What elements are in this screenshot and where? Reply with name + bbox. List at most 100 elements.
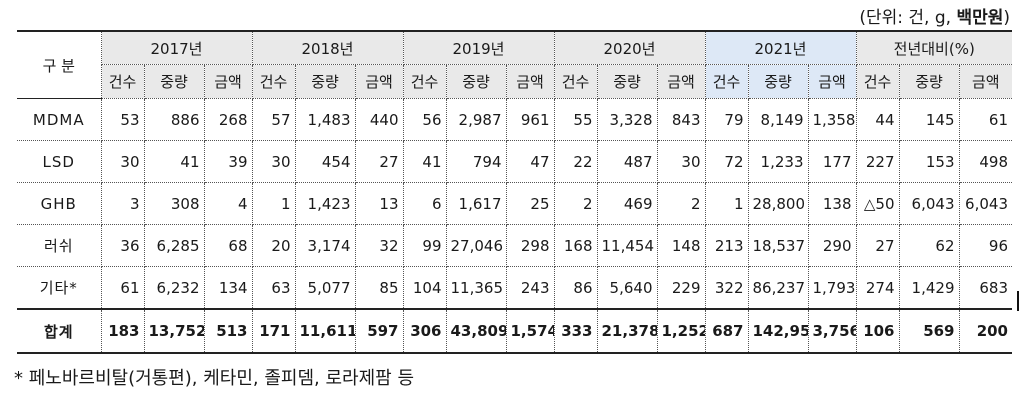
table-cell: 243 bbox=[505, 266, 555, 310]
table-cell: 227 bbox=[855, 140, 900, 183]
table-cell: 687 bbox=[704, 308, 749, 354]
table-cell: 2 bbox=[656, 182, 706, 225]
year-header-2018: 2018년 bbox=[251, 30, 404, 65]
table-cell: 27 bbox=[855, 224, 900, 267]
header-subcol-row: 건수 중량 금액 건수 중량 금액 건수 중량 금액 건수 중량 금액 건수 중… bbox=[17, 64, 1012, 99]
table-cell: 886 bbox=[143, 98, 205, 141]
table-cell: 308 bbox=[143, 182, 205, 225]
table-cell: 30 bbox=[251, 140, 296, 183]
table-cell: 333 bbox=[553, 308, 598, 354]
table-body: MDMA 53 886 268 57 1,483 440 56 2,987 961 55 3,328 8… bbox=[17, 98, 1012, 354]
table-cell: 1 bbox=[704, 182, 749, 225]
table-cell: 13,752 bbox=[143, 308, 205, 354]
subcol-weight: 중량 bbox=[898, 64, 960, 99]
table-cell: 794 bbox=[445, 140, 507, 183]
table-cell: 62 bbox=[898, 224, 960, 267]
table-cell: 41 bbox=[402, 140, 447, 183]
row-label: MDMA bbox=[17, 98, 102, 141]
table-cell: 1,423 bbox=[294, 182, 356, 225]
table-cell: 683 bbox=[958, 266, 1012, 310]
table-cell: 153 bbox=[898, 140, 960, 183]
table-cell: 168 bbox=[553, 224, 598, 267]
table-cell: 68 bbox=[203, 224, 253, 267]
table-cell: 3,328 bbox=[596, 98, 658, 141]
row-label: GHB bbox=[17, 182, 102, 225]
table-cell: 145 bbox=[898, 98, 960, 141]
year-header-2017: 2017년 bbox=[100, 30, 253, 65]
category-header: 구 분 bbox=[17, 30, 102, 99]
table-cell: 3,756 bbox=[807, 308, 857, 354]
table-cell: 27,046 bbox=[445, 224, 507, 267]
table-cell: 22 bbox=[553, 140, 598, 183]
table-cell: 6 bbox=[402, 182, 447, 225]
row-label: LSD bbox=[17, 140, 102, 183]
table-cell: 454 bbox=[294, 140, 356, 183]
table-cell: 3 bbox=[100, 182, 145, 225]
table-cell: 8,149 bbox=[747, 98, 809, 141]
table-cell: 85 bbox=[354, 266, 404, 310]
subcol-amount: 금액 bbox=[807, 64, 857, 99]
table-cell: 61 bbox=[100, 266, 145, 310]
table-cell: 6,043 bbox=[958, 182, 1012, 225]
table-cell: 11,454 bbox=[596, 224, 658, 267]
subcol-weight: 중량 bbox=[596, 64, 658, 99]
subcol-amount: 금액 bbox=[958, 64, 1012, 99]
table-cell: 106 bbox=[855, 308, 900, 354]
table-cell: 25 bbox=[505, 182, 555, 225]
table-cell: 2 bbox=[553, 182, 598, 225]
subcol-count: 건수 bbox=[553, 64, 598, 99]
table-cell: 13 bbox=[354, 182, 404, 225]
table-row: LSD 30 41 39 30 454 27 41 794 47 22 487 30 72 1,233 177… bbox=[17, 140, 1012, 183]
table-row: GHB 3 308 4 1 1,423 13 6 1,617 25 2 469 2 1 28,800 138 △… bbox=[17, 182, 1012, 225]
table-cell: △50 bbox=[855, 182, 900, 225]
table-cell: 28,800 bbox=[747, 182, 809, 225]
table-cell: 79 bbox=[704, 98, 749, 141]
table-cell: 290 bbox=[807, 224, 857, 267]
table-cell: 86,237 bbox=[747, 266, 809, 310]
subcol-weight: 중량 bbox=[143, 64, 205, 99]
edge-mark bbox=[1017, 291, 1019, 311]
year-header-2019: 2019년 bbox=[402, 30, 555, 65]
row-label: 러쉬 bbox=[17, 224, 102, 267]
table-cell: 268 bbox=[203, 98, 253, 141]
table-cell: 3,174 bbox=[294, 224, 356, 267]
subcol-count: 건수 bbox=[855, 64, 900, 99]
table-cell: 6,043 bbox=[898, 182, 960, 225]
table-cell: 183 bbox=[100, 308, 145, 354]
table-cell: 86 bbox=[553, 266, 598, 310]
drug-seizure-table: 구 분 2017년 2018년 2019년 2020년 2021년 전년대비(%… bbox=[17, 30, 1012, 354]
table-cell: 5,640 bbox=[596, 266, 658, 310]
table-cell: 498 bbox=[958, 140, 1012, 183]
table-cell: 30 bbox=[656, 140, 706, 183]
table-cell: 18,537 bbox=[747, 224, 809, 267]
subcol-amount: 금액 bbox=[203, 64, 253, 99]
year-header-2021: 2021년 bbox=[704, 30, 857, 65]
row-label: 합계 bbox=[17, 308, 102, 354]
table-cell: 1,252 bbox=[656, 308, 706, 354]
table-cell: 99 bbox=[402, 224, 447, 267]
table-cell: 440 bbox=[354, 98, 404, 141]
table-cell: 20 bbox=[251, 224, 296, 267]
table-cell: 2,987 bbox=[445, 98, 507, 141]
table-cell: 30 bbox=[100, 140, 145, 183]
table-cell: 148 bbox=[656, 224, 706, 267]
table-cell: 1 bbox=[251, 182, 296, 225]
subcol-amount: 금액 bbox=[656, 64, 706, 99]
table-cell: 72 bbox=[704, 140, 749, 183]
table-cell: 569 bbox=[898, 308, 960, 354]
subcol-count: 건수 bbox=[101, 64, 145, 99]
table-cell: 1,429 bbox=[898, 266, 960, 310]
table-cell: 322 bbox=[704, 266, 749, 310]
table-cell: 32 bbox=[354, 224, 404, 267]
table-cell: 4 bbox=[203, 182, 253, 225]
table-row: MDMA 53 886 268 57 1,483 440 56 2,987 961 55 3,328 8… bbox=[17, 98, 1012, 141]
table-cell: 1,483 bbox=[294, 98, 356, 141]
table-cell: 171 bbox=[251, 308, 296, 354]
table-cell: 229 bbox=[656, 266, 706, 310]
total-row: 합계 183 13,752 513 171 11,611 597 306 43,809 1,574… bbox=[17, 308, 1012, 354]
table-cell: 142,956 bbox=[747, 308, 809, 354]
table-cell: 138 bbox=[807, 182, 857, 225]
table-cell: 1,233 bbox=[747, 140, 809, 183]
header-year-row: 구 분 2017년 2018년 2019년 2020년 2021년 전년대비(%… bbox=[17, 30, 1012, 99]
table-cell: 1,574 bbox=[505, 308, 555, 354]
